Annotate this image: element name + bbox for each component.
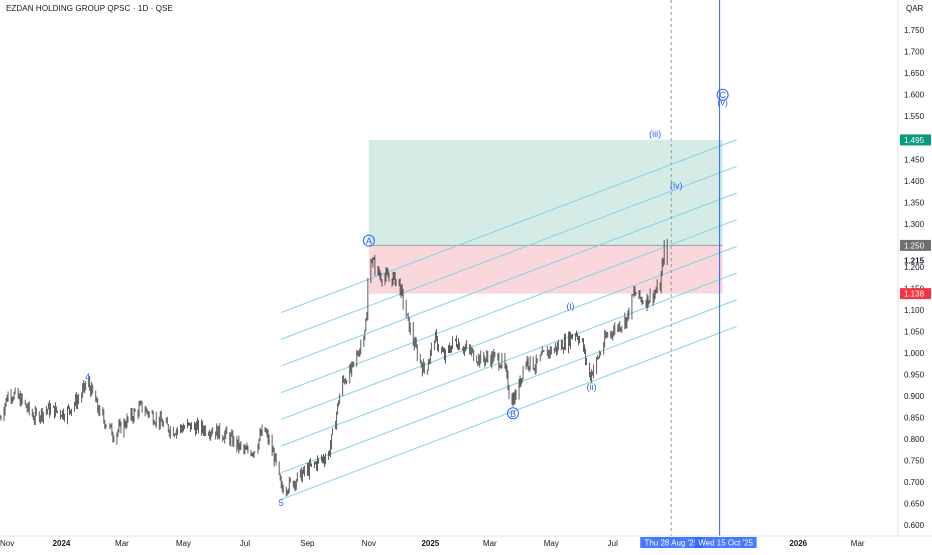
date-badge — [694, 537, 757, 548]
price-badge-label: 1.138 — [904, 290, 925, 299]
price-tick-label: 0.850 — [904, 414, 925, 423]
position-zones — [368, 139, 723, 294]
time-tick-label: Mar — [851, 539, 865, 548]
time-tick-label: Nov — [362, 539, 376, 548]
price-tick-label: 1.300 — [904, 220, 925, 229]
date-badge-label: Thu 28 Aug '25 — [644, 539, 698, 548]
price-tick-label: 0.900 — [904, 392, 925, 401]
wave-label: (iii) — [649, 129, 661, 139]
wave-label-circle — [506, 407, 519, 420]
time-tick-label: Mar — [483, 539, 497, 548]
price-tick-label: 1.700 — [904, 48, 925, 57]
stop-zone — [368, 245, 723, 294]
vertical-markers — [670, 0, 721, 536]
time-tick-label: Nov — [0, 539, 14, 548]
price-tick-label: 0.950 — [904, 371, 925, 380]
price-tick-label: 1.400 — [904, 177, 925, 186]
price-tick-label: 0.600 — [904, 521, 925, 530]
currency-label: QAR — [906, 4, 924, 13]
channel-line — [281, 325, 737, 500]
wave-label: 5 — [279, 498, 284, 508]
price-tick-label: 0.650 — [904, 500, 925, 509]
channel-line — [281, 272, 737, 447]
last-price-label: 1.215 — [904, 256, 925, 265]
time-tick-label: Jul — [608, 539, 618, 548]
time-tick-label: Jul — [240, 539, 250, 548]
price-tick-label: 1.650 — [904, 69, 925, 78]
time-tick-label: 2024 — [53, 539, 71, 548]
wave-label: A — [366, 236, 372, 246]
wave-label: (v) — [717, 98, 728, 108]
price-axis-bg — [898, 0, 932, 550]
price-badge — [900, 288, 931, 300]
price-tick-label: 0.750 — [904, 457, 925, 466]
wave-label: (iv) — [670, 181, 683, 191]
elliott-wave-labels: 4 5 A B (i) (ii) (iii) (iv) C(v) — [85, 88, 729, 508]
wave-label: (ii) — [587, 382, 597, 392]
price-tick-label: 1.050 — [904, 328, 925, 337]
price-tick-label: 1.750 — [904, 26, 925, 35]
wave-label-circle — [716, 88, 729, 101]
price-badge-label: 1.250 — [904, 241, 925, 250]
price-tick-label: 1.600 — [904, 91, 925, 100]
price-tick-label: 1.000 — [904, 349, 925, 358]
wave-label: (i) — [566, 301, 574, 311]
price-tick-label: 0.700 — [904, 478, 925, 487]
target-zone — [368, 139, 723, 246]
wave-label-circle — [362, 234, 375, 247]
price-tick-label: 1.350 — [904, 198, 925, 207]
time-tick-label: Mar — [115, 539, 129, 548]
price-tick-label: 1.550 — [904, 112, 925, 121]
channel-line — [281, 165, 737, 340]
price-tick-label: 1.100 — [904, 306, 925, 315]
price-candles — [0, 238, 668, 497]
time-axis[interactable]: Nov 2024 Mar May Jul Sep Nov 2025 Mar May Jul 2026 M… — [0, 535, 932, 550]
time-tick-label: May — [544, 539, 559, 548]
wave-label: 4 — [85, 372, 90, 382]
date-badge — [640, 537, 703, 548]
channel-line — [281, 139, 737, 314]
symbol-title: EZDAN HOLDING GROUP QPSC · 1D · QSE — [6, 4, 173, 13]
price-axis[interactable]: 1.7501.7001.6501.6001.5501.5001.4501.400… — [897, 0, 932, 550]
time-tick-label: 2025 — [421, 539, 439, 548]
price-tick-label: 1.200 — [904, 263, 925, 272]
time-tick-label: May — [176, 539, 191, 548]
wave-label: B — [510, 409, 516, 419]
channel-line — [281, 192, 737, 367]
wave-label: C — [719, 90, 726, 100]
price-badge — [900, 134, 931, 146]
date-badge-label: Wed 15 Oct '25 — [698, 539, 753, 548]
price-tick-label: 1.450 — [904, 155, 925, 164]
price-badge-label: 1.495 — [904, 136, 925, 145]
time-tick-label: 2026 — [789, 539, 807, 548]
price-badge — [900, 239, 931, 251]
price-tick-label: 0.800 — [904, 435, 925, 444]
time-tick-label: Sep — [300, 539, 315, 548]
